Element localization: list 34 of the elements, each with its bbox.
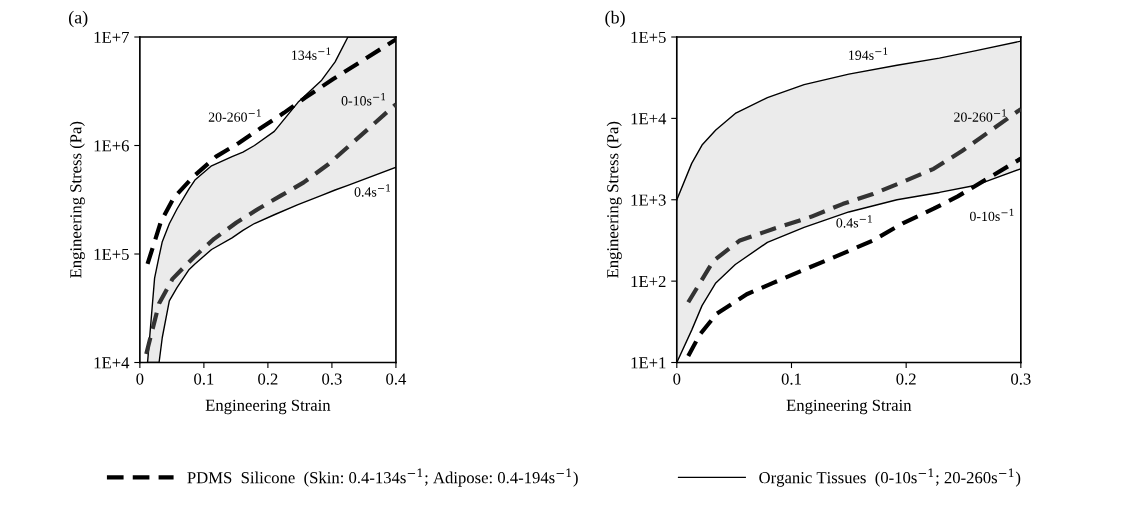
x-tick-label: 0 <box>136 373 144 385</box>
y-tick-label: 1E+3 <box>631 194 666 206</box>
x-tick-label: 0.1 <box>781 373 801 385</box>
annotation: 20-260$^{−1}$ <box>954 109 1006 122</box>
legend-label: Organic Tissues (0-10s$^{−1}$; 20-260s$^{−1}$) <box>759 468 1021 487</box>
y-axis-title: Engineering Stress (Pa) <box>606 121 622 278</box>
y-axis-title: Engineering Stress (Pa) <box>69 121 85 278</box>
y-tick-label: 1E+1 <box>631 357 666 369</box>
x-axis-title: Engineering Strain <box>786 399 912 415</box>
x-axis-title: Engineering Strain <box>205 399 331 415</box>
annotation: 20-260$^{−1}$ <box>208 109 261 122</box>
text: (a) <box>68 10 88 28</box>
x-tick-label: 0.4 <box>386 373 407 385</box>
y-tick-label: 1E+7 <box>94 31 129 43</box>
y-tick-label: 1E+4 <box>631 113 667 125</box>
annotation: 0-10s$^{−1}$ <box>341 93 386 106</box>
y-tick-label: 1E+5 <box>631 31 666 43</box>
annotation: 0.4s$^{−1}$ <box>354 184 390 197</box>
x-tick-label: 0.2 <box>258 373 278 385</box>
x-tick-label: 0.1 <box>194 373 214 385</box>
text: (b) <box>605 10 625 28</box>
x-tick-label: 0.3 <box>322 373 342 385</box>
annotation: 0.4s$^{−1}$ <box>836 215 872 228</box>
annotation: 194s$^{−1}$ <box>849 47 888 60</box>
legend-label: PDMS Silicone (Skin: 0.4-134s$^{−1}$; Adipose: 0.4-194s$^{−1}$) <box>187 468 578 487</box>
annotation: 0-10s$^{−1}$ <box>969 208 1014 222</box>
y-tick-label: 1E+6 <box>94 140 129 152</box>
annotation: 134s$^{−1}$ <box>292 47 331 60</box>
x-tick-label: 0.2 <box>896 373 916 385</box>
y-tick-label: 1E+2 <box>631 275 666 287</box>
x-tick-label: 0.3 <box>1011 373 1031 385</box>
x-tick-label: 0 <box>673 373 681 385</box>
y-tick-label: 1E+5 <box>94 248 129 260</box>
y-tick-label: 1E+4 <box>94 357 130 369</box>
